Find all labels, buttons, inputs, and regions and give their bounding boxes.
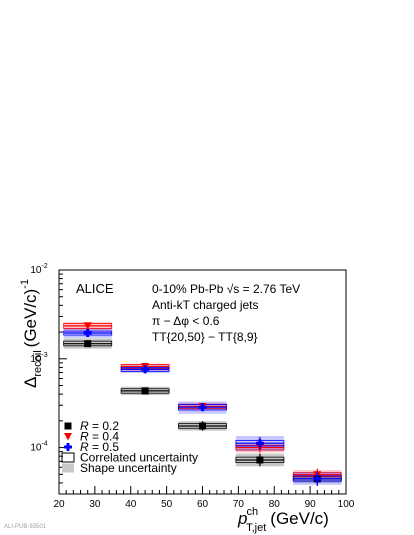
legend-r05-label: R = 0.5 <box>80 440 119 454</box>
legend-r02-label: R = 0.2 <box>80 419 119 433</box>
data-point-0-2 <box>199 422 206 430</box>
data-point-2-0 <box>83 329 92 338</box>
data-point-0-3 <box>256 456 264 464</box>
data-points <box>63 322 342 486</box>
x-tick-label: 70 <box>233 499 245 510</box>
x-tick-label: 60 <box>197 499 209 510</box>
data-point-2-1 <box>141 365 150 374</box>
data-point-2-2 <box>198 403 207 412</box>
x-axis-label: pch T,jet (GeV/c) <box>237 506 329 534</box>
x-tick-label: 100 <box>338 499 355 510</box>
annotation-jet-algo: Anti-kT charged jets <box>152 298 259 312</box>
x-tick-label: 30 <box>89 499 101 510</box>
legend-r04-marker <box>64 433 72 441</box>
experiment-label: ALICE <box>76 281 114 296</box>
annotation-collision: 0-10% Pb-Pb √s = 2.76 TeV <box>152 282 300 296</box>
y-tick-label: 10-2 <box>30 263 47 276</box>
x-axis-ticks: 20 30 40 50 60 70 80 90 100 <box>53 486 355 510</box>
x-tick-label: 80 <box>269 499 281 510</box>
y-axis-label: Δrecoil(GeV/c)-1 <box>19 279 44 388</box>
data-point-0-1 <box>141 387 149 395</box>
annotation-dphi: π − Δφ < 0.6 <box>152 314 220 328</box>
publication-id: ALI-PUB-93501 <box>4 524 47 530</box>
legend-corr-marker <box>61 452 75 463</box>
data-point-2-3 <box>255 439 264 448</box>
x-tick-label: 90 <box>305 499 317 510</box>
data-point-1-0 <box>83 322 92 330</box>
y-axis-ticks: 10-4 10-3 10-2 <box>30 263 67 495</box>
legend-shape-marker <box>62 463 74 473</box>
legend-shape-label: Shape uncertainty <box>80 461 177 475</box>
y-tick-label: 10-4 <box>30 441 47 454</box>
x-tick-label: 40 <box>125 499 137 510</box>
legend-corr-label: Correlated uncertainty <box>80 451 198 465</box>
annotation-trigger-tracks: TT{20,50} − TT{8,9} <box>152 330 258 344</box>
y-tick-label: 10-3 <box>30 352 47 365</box>
x-tick-label: 20 <box>53 499 65 510</box>
x-tick-label: 50 <box>161 499 173 510</box>
legend-r04-label: R = 0.4 <box>80 430 119 444</box>
legend-r02-marker <box>64 422 72 430</box>
data-point-0-0 <box>84 340 92 348</box>
data-point-2-4 <box>313 474 322 483</box>
legend-r05-marker <box>64 443 72 451</box>
